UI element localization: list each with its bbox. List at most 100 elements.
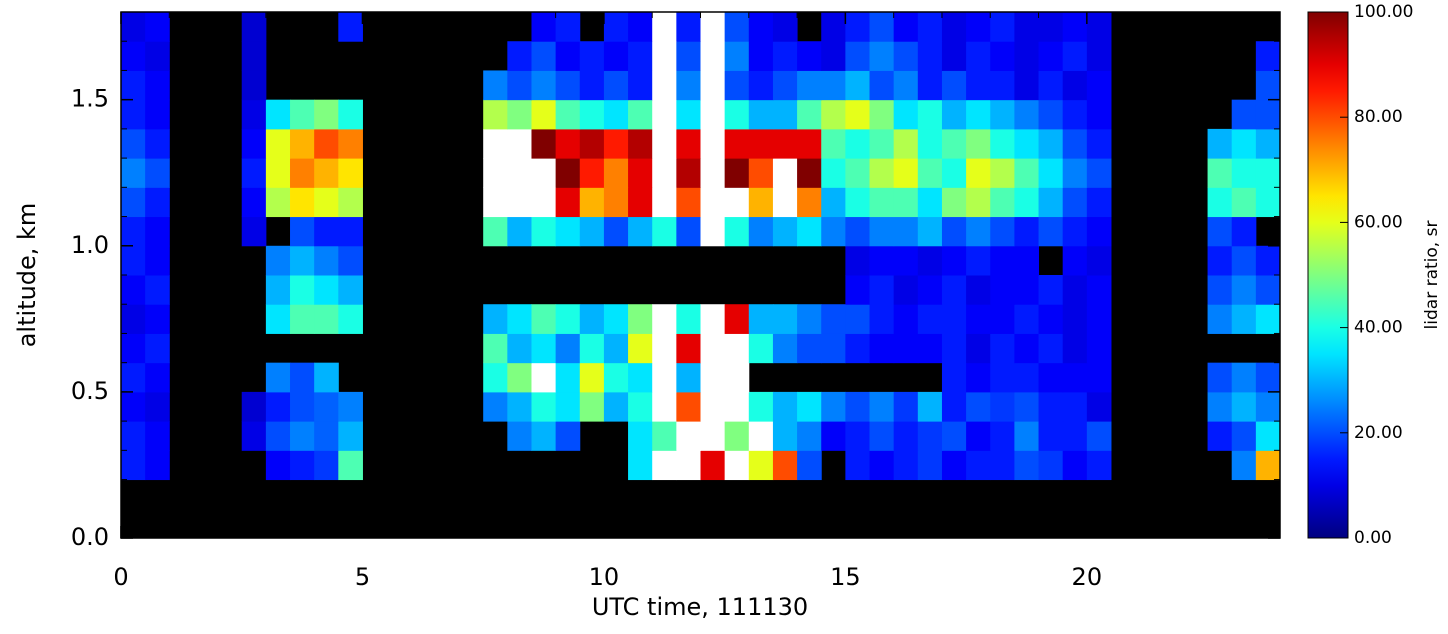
heat-cell — [821, 421, 846, 451]
heat-cell — [1014, 41, 1040, 71]
heat-cell — [531, 187, 557, 218]
heat-cell — [1014, 362, 1040, 393]
heat-cell — [990, 70, 1015, 101]
heat-cell — [772, 450, 798, 481]
heat-cell — [507, 421, 532, 451]
heat-cell — [676, 391, 701, 422]
heat-cell — [676, 128, 701, 159]
heat-cell — [1014, 421, 1040, 451]
heat-cell — [676, 333, 701, 364]
heat-cell — [990, 216, 1015, 247]
heat-cell — [676, 187, 701, 218]
heat-cell — [265, 362, 291, 393]
heat-cell — [1038, 41, 1064, 71]
heat-cell — [338, 304, 363, 334]
x-tick-label: 15 — [830, 563, 861, 591]
heat-cell — [676, 70, 701, 101]
heat-cell — [1207, 391, 1233, 422]
heat-cell — [724, 99, 750, 130]
heat-cell — [1014, 99, 1040, 130]
heat-cell — [869, 245, 895, 276]
heat-cell — [821, 216, 846, 247]
colorbar-tick-label: 100.00 — [1354, 2, 1413, 22]
heat-cell — [700, 333, 726, 364]
heat-cell — [121, 216, 146, 247]
heat-cell — [1231, 128, 1257, 159]
heat-cell — [314, 304, 339, 334]
heat-cell — [724, 304, 750, 334]
heat-cell — [1207, 158, 1233, 188]
heat-cell — [145, 304, 170, 334]
heat-cell — [1207, 128, 1233, 159]
heat-cell — [1255, 362, 1281, 393]
heat-cell — [652, 421, 677, 451]
heat-cell — [1038, 362, 1064, 393]
x-axis-label: UTC time, 111130 — [592, 593, 808, 621]
heat-cell — [1231, 187, 1257, 218]
heat-cell — [676, 362, 701, 393]
heat-cell — [531, 12, 557, 42]
y-tick-label: 0.0 — [71, 523, 109, 551]
heat-cell — [941, 304, 967, 334]
heat-cell — [555, 158, 581, 188]
heat-cell — [628, 12, 653, 42]
heat-cell — [966, 450, 991, 481]
heat-cell — [555, 304, 581, 334]
heat-cell — [821, 99, 846, 130]
heat-cell — [241, 99, 267, 130]
heat-cell — [145, 12, 170, 42]
heat-cell — [1207, 304, 1233, 334]
heat-cell — [797, 158, 822, 188]
heat-cell — [579, 216, 605, 247]
heat-cell — [531, 70, 557, 101]
heat-cell — [869, 421, 895, 451]
heat-cell — [1038, 158, 1064, 188]
heat-cell — [145, 158, 170, 188]
heat-cell — [603, 70, 629, 101]
heat-cell — [700, 216, 726, 247]
heat-cell — [917, 41, 943, 71]
x-tick-label: 0 — [113, 563, 128, 591]
heat-cell — [869, 304, 895, 334]
heat-cell — [603, 216, 629, 247]
heat-cell — [628, 128, 653, 159]
heat-cell — [1014, 128, 1040, 159]
heat-cell — [966, 70, 991, 101]
heat-cell — [724, 187, 750, 218]
heat-cell — [507, 362, 532, 393]
heat-cell — [893, 421, 919, 451]
heat-cell — [338, 245, 363, 276]
heat-cell — [869, 216, 895, 247]
heat-cell — [507, 99, 532, 130]
heat-cell — [917, 421, 943, 451]
heat-cell — [628, 391, 653, 422]
heat-cell — [990, 41, 1015, 71]
heat-cell — [917, 12, 943, 42]
heat-cell — [579, 187, 605, 218]
heat-cell — [990, 275, 1015, 305]
heat-cell — [893, 216, 919, 247]
heat-cell — [531, 158, 557, 188]
heat-cell — [652, 128, 677, 159]
heat-cell — [1231, 158, 1257, 188]
heat-cell — [507, 187, 532, 218]
heat-cell — [1255, 304, 1281, 334]
heat-cell — [966, 333, 991, 364]
heat-cell — [241, 41, 267, 71]
heat-cell — [1231, 99, 1257, 130]
heat-cell — [941, 275, 967, 305]
heat-cell — [990, 391, 1015, 422]
heat-cell — [869, 128, 895, 159]
heat-cell — [845, 12, 871, 42]
heat-cell — [338, 450, 363, 481]
heat-cell — [1231, 245, 1257, 276]
heat-cell — [724, 70, 750, 101]
heat-cell — [1255, 275, 1281, 305]
heat-cell — [652, 333, 677, 364]
heat-cell — [1062, 333, 1088, 364]
heat-cell — [314, 362, 339, 393]
heat-cell — [628, 304, 653, 334]
heat-cell — [1086, 245, 1112, 276]
heat-cell — [772, 304, 798, 334]
heat-cell — [1255, 245, 1281, 276]
